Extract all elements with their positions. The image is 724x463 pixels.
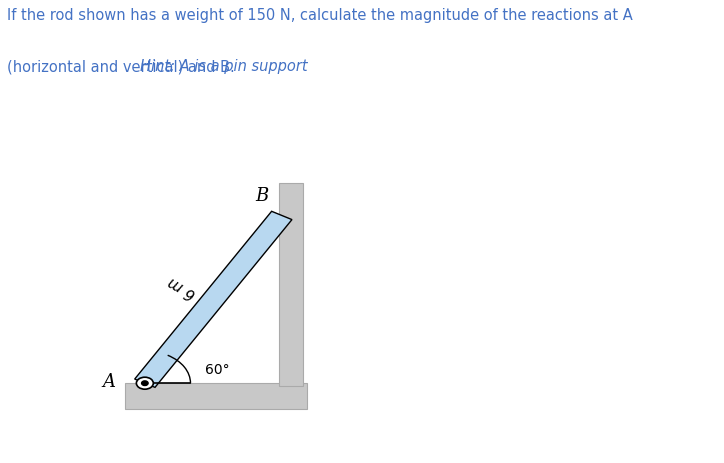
Text: B: B [256,186,269,204]
Bar [279,184,303,386]
Bar [125,383,306,409]
Circle shape [142,381,148,386]
Text: Hint: A is a pin support: Hint: A is a pin support [140,59,308,74]
Polygon shape [135,212,292,388]
Text: If the rod shown has a weight of 150 N, calculate the magnitude of the reactions: If the rod shown has a weight of 150 N, … [7,8,632,23]
Text: A: A [103,372,116,390]
Text: 60°: 60° [205,362,230,376]
Text: (horizontal and vertical) and B.: (horizontal and vertical) and B. [7,59,239,74]
Text: 6 m: 6 m [166,273,199,301]
Circle shape [136,377,153,389]
